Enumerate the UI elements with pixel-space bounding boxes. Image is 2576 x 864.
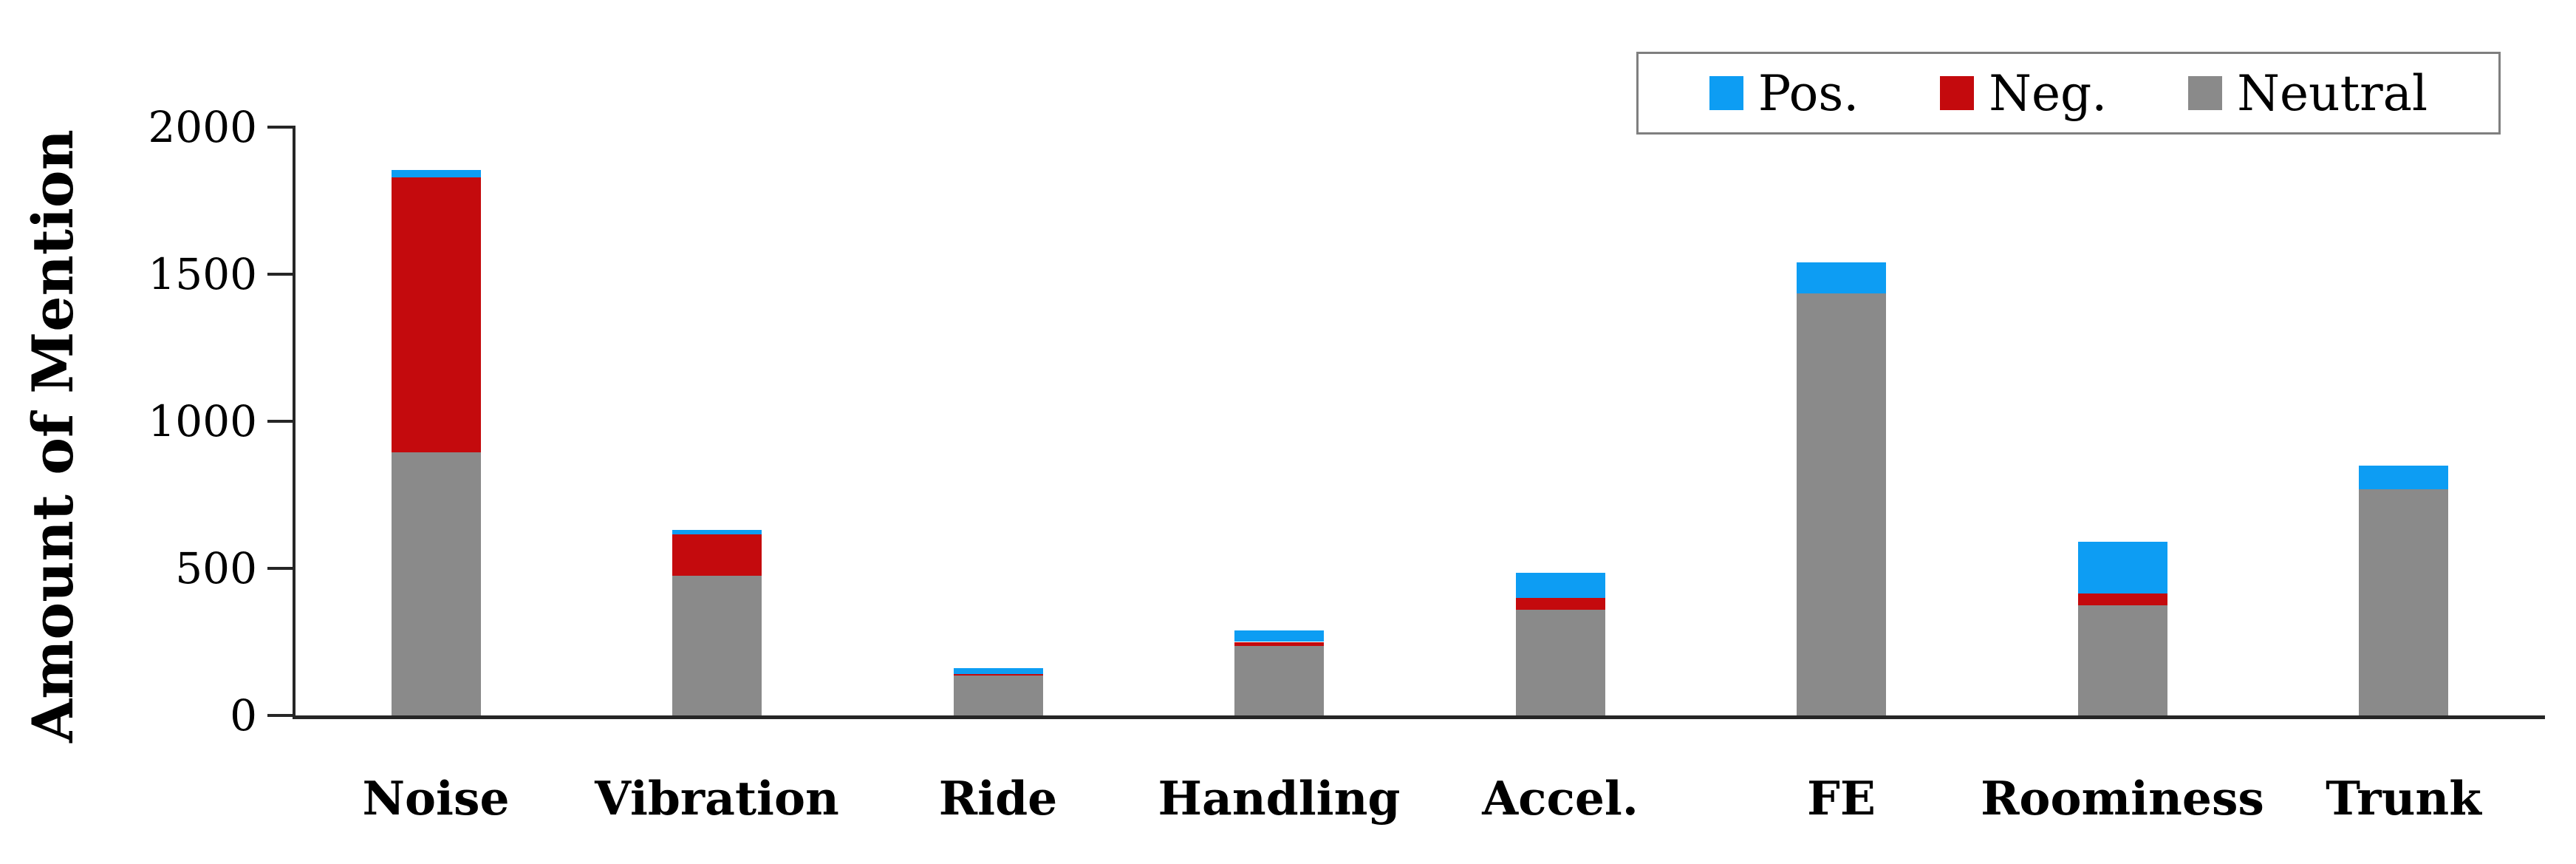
legend-swatch-neg — [1940, 76, 1975, 110]
bar-handling-pos — [1234, 630, 1324, 642]
legend-item-neutral: Neutral — [2188, 65, 2428, 122]
y-tick-1500 — [267, 273, 293, 276]
bar-accel-neg — [1515, 597, 1605, 610]
x-label-fe: FE — [1807, 771, 1876, 826]
y-axis-title: Amount of Mention — [20, 129, 86, 743]
legend-swatch-neutral — [2188, 76, 2223, 110]
bar-accel-neutral — [1515, 609, 1605, 715]
bar-accel-pos — [1515, 572, 1605, 598]
x-label-trunk: Trunk — [2326, 771, 2481, 826]
bar-trunk-pos — [2359, 465, 2448, 489]
x-label-roominess: Roominess — [1981, 771, 2264, 826]
y-tick-label-500: 500 — [175, 543, 257, 593]
legend-item-neg: Neg. — [1940, 65, 2107, 122]
x-axis-line — [293, 715, 2545, 719]
x-label-handling: Handling — [1158, 771, 1401, 826]
legend-swatch-pos — [1709, 76, 1743, 110]
legend-label-neutral: Neutral — [2237, 64, 2428, 122]
y-tick-2000 — [267, 126, 293, 129]
bar-handling-neg — [1234, 642, 1324, 647]
bar-roominess-neg — [2077, 593, 2167, 605]
bar-vibration-neg — [672, 534, 762, 576]
bar-fe-neutral — [1797, 293, 1886, 715]
x-label-accel: Accel. — [1482, 771, 1639, 826]
legend-item-pos: Pos. — [1709, 65, 1859, 122]
bar-noise-neg — [391, 177, 481, 452]
bar-vibration-pos — [672, 530, 762, 535]
y-tick-label-1000: 1000 — [148, 396, 257, 446]
x-label-ride: Ride — [938, 771, 1058, 826]
y-tick-label-1500: 1500 — [148, 249, 257, 299]
bar-ride-pos — [953, 668, 1043, 675]
bar-vibration-neutral — [672, 575, 762, 715]
bar-roominess-pos — [2077, 542, 2167, 593]
bar-ride-neutral — [953, 676, 1043, 715]
legend-label-neg: Neg. — [1989, 64, 2108, 122]
bar-fe-pos — [1797, 262, 1886, 293]
bar-roominess-neutral — [2077, 605, 2167, 715]
bar-noise-neutral — [391, 452, 481, 715]
x-label-noise: Noise — [362, 771, 510, 826]
y-tick-500 — [267, 567, 293, 570]
y-tick-0 — [267, 714, 293, 717]
bar-ride-neg — [953, 674, 1043, 676]
y-tick-label-0: 0 — [230, 690, 257, 741]
y-tick-1000 — [267, 420, 293, 423]
bar-handling-neutral — [1234, 646, 1324, 715]
legend: Pos. Neg. Neutral — [1636, 52, 2501, 135]
y-tick-label-2000: 2000 — [148, 102, 257, 152]
y-axis-line — [293, 126, 295, 715]
x-label-vibration: Vibration — [595, 771, 839, 826]
bar-noise-pos — [391, 169, 481, 177]
legend-label-pos: Pos. — [1757, 64, 1859, 122]
bar-trunk-neutral — [2359, 489, 2448, 715]
